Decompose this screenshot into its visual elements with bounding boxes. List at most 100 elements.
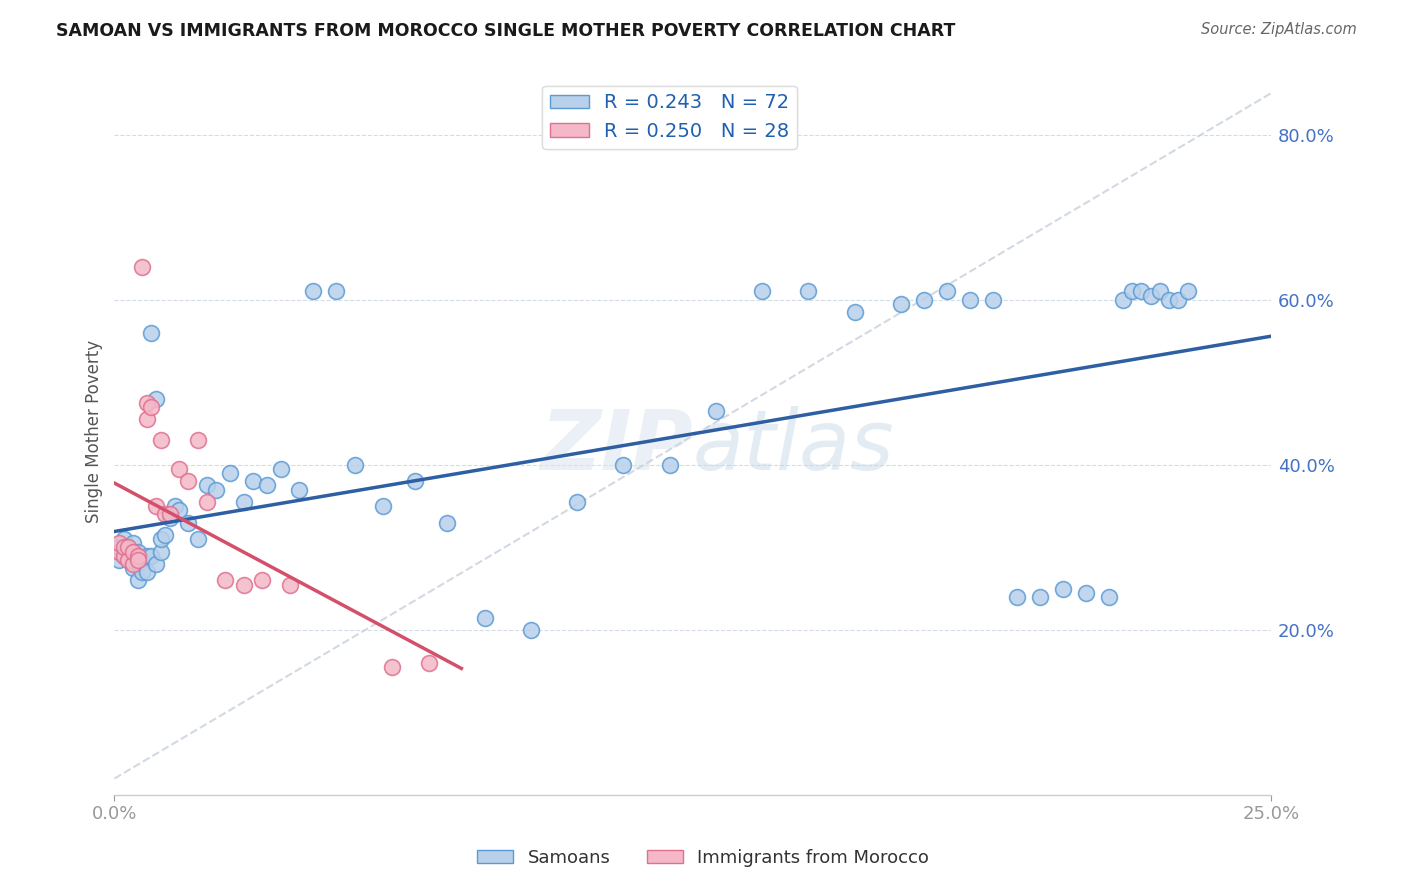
Point: [797, 285, 820, 299]
Text: Source: ZipAtlas.com: Source: ZipAtlas.com: [1201, 22, 1357, 37]
Point: [912, 293, 935, 307]
Point: [131, 565, 153, 579]
Point: [1130, 285, 1153, 299]
Point: [242, 475, 264, 489]
Point: [612, 458, 634, 472]
Point: [135, 412, 157, 426]
Point: [233, 577, 256, 591]
Point: [155, 508, 177, 522]
Point: [278, 577, 301, 591]
Point: [108, 536, 131, 550]
Text: SAMOAN VS IMMIGRANTS FROM MOROCCO SINGLE MOTHER POVERTY CORRELATION CHART: SAMOAN VS IMMIGRANTS FROM MOROCCO SINGLE…: [56, 22, 956, 40]
Point: [1159, 293, 1181, 307]
Point: [214, 574, 236, 588]
Point: [117, 541, 139, 555]
Point: [177, 475, 200, 489]
Point: [141, 326, 163, 340]
Point: [145, 499, 167, 513]
Point: [108, 553, 131, 567]
Point: [890, 297, 912, 311]
Point: [1149, 285, 1171, 299]
Point: [108, 544, 131, 558]
Point: [155, 528, 177, 542]
Point: [135, 565, 157, 579]
Point: [1167, 293, 1189, 307]
Point: [252, 574, 274, 588]
Point: [233, 495, 256, 509]
Point: [187, 532, 209, 546]
Point: [112, 541, 135, 555]
Point: [112, 549, 135, 563]
Point: [112, 549, 135, 563]
Point: [108, 544, 131, 558]
Point: [751, 285, 773, 299]
Point: [1052, 582, 1074, 596]
Point: [1028, 590, 1050, 604]
Point: [343, 458, 366, 472]
Point: [112, 532, 135, 546]
Text: atlas: atlas: [693, 406, 894, 487]
Point: [381, 660, 404, 674]
Point: [565, 495, 588, 509]
Point: [1005, 590, 1028, 604]
Point: [112, 544, 135, 558]
Point: [145, 557, 167, 571]
Point: [122, 544, 145, 558]
Point: [145, 392, 167, 406]
Point: [127, 544, 149, 558]
Point: [205, 483, 228, 497]
Point: [1098, 590, 1121, 604]
Point: [131, 553, 153, 567]
Point: [122, 561, 145, 575]
Legend: R = 0.243   N = 72, R = 0.250   N = 28: R = 0.243 N = 72, R = 0.250 N = 28: [541, 86, 797, 149]
Point: [127, 574, 149, 588]
Point: [658, 458, 681, 472]
Point: [187, 433, 209, 447]
Point: [127, 557, 149, 571]
Point: [1074, 586, 1097, 600]
Point: [167, 462, 190, 476]
Point: [163, 499, 186, 513]
Point: [127, 553, 149, 567]
Point: [159, 508, 181, 522]
Point: [131, 260, 153, 274]
Point: [195, 495, 218, 509]
Y-axis label: Single Mother Poverty: Single Mother Poverty: [86, 340, 103, 524]
Point: [149, 532, 172, 546]
Point: [474, 610, 496, 624]
Point: [1139, 288, 1161, 302]
Point: [117, 553, 139, 567]
Point: [404, 475, 426, 489]
Point: [117, 541, 139, 555]
Point: [1121, 285, 1143, 299]
Point: [704, 404, 727, 418]
Point: [371, 499, 394, 513]
Point: [959, 293, 981, 307]
Point: [159, 511, 181, 525]
Point: [108, 541, 131, 555]
Point: [1112, 293, 1135, 307]
Point: [983, 293, 1005, 307]
Point: [219, 466, 242, 480]
Point: [519, 623, 541, 637]
Legend: Samoans, Immigrants from Morocco: Samoans, Immigrants from Morocco: [470, 842, 936, 874]
Point: [844, 305, 866, 319]
Point: [141, 400, 163, 414]
Point: [122, 557, 145, 571]
Text: ZIP: ZIP: [540, 406, 693, 487]
Point: [1177, 285, 1199, 299]
Point: [135, 396, 157, 410]
Point: [117, 549, 139, 563]
Point: [117, 553, 139, 567]
Point: [256, 478, 278, 492]
Point: [270, 462, 292, 476]
Point: [418, 656, 440, 670]
Point: [135, 549, 157, 563]
Point: [936, 285, 959, 299]
Point: [127, 549, 149, 563]
Point: [288, 483, 311, 497]
Point: [302, 285, 325, 299]
Point: [122, 536, 145, 550]
Point: [195, 478, 218, 492]
Point: [325, 285, 347, 299]
